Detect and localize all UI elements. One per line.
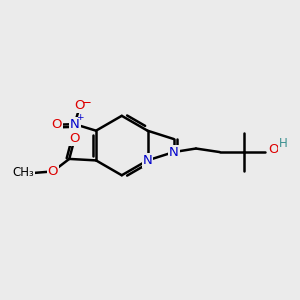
Text: O: O (48, 165, 58, 178)
Text: N: N (70, 118, 80, 130)
Text: O: O (51, 118, 62, 131)
Text: O: O (75, 99, 85, 112)
Text: O: O (69, 132, 80, 145)
Text: CH₃: CH₃ (13, 167, 34, 179)
Text: −: − (82, 96, 92, 109)
Text: N: N (169, 146, 178, 159)
Text: N: N (142, 154, 152, 167)
Text: H: H (279, 137, 288, 150)
Text: O: O (268, 143, 278, 156)
Text: +: + (76, 113, 83, 122)
